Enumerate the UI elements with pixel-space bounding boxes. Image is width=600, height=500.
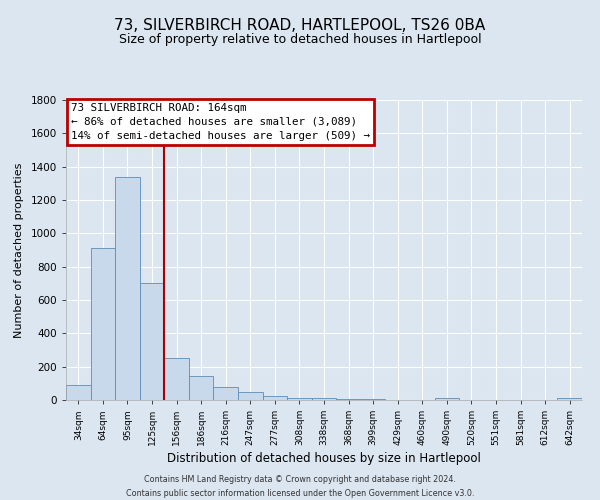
- Text: Contains HM Land Registry data © Crown copyright and database right 2024.
Contai: Contains HM Land Registry data © Crown c…: [126, 476, 474, 498]
- X-axis label: Distribution of detached houses by size in Hartlepool: Distribution of detached houses by size …: [167, 452, 481, 466]
- Bar: [557, 398, 582, 400]
- Bar: [434, 398, 459, 400]
- Bar: [140, 284, 164, 400]
- Bar: [164, 358, 189, 400]
- Bar: [115, 176, 140, 400]
- Bar: [189, 376, 214, 400]
- Y-axis label: Number of detached properties: Number of detached properties: [14, 162, 24, 338]
- Text: Size of property relative to detached houses in Hartlepool: Size of property relative to detached ho…: [119, 32, 481, 46]
- Bar: [336, 398, 361, 400]
- Bar: [312, 398, 336, 400]
- Bar: [214, 386, 238, 400]
- Bar: [263, 396, 287, 400]
- Bar: [91, 248, 115, 400]
- Bar: [238, 392, 263, 400]
- Text: 73, SILVERBIRCH ROAD, HARTLEPOOL, TS26 0BA: 73, SILVERBIRCH ROAD, HARTLEPOOL, TS26 0…: [115, 18, 485, 32]
- Bar: [361, 399, 385, 400]
- Bar: [66, 385, 91, 400]
- Bar: [287, 398, 312, 400]
- Text: 73 SILVERBIRCH ROAD: 164sqm
← 86% of detached houses are smaller (3,089)
14% of : 73 SILVERBIRCH ROAD: 164sqm ← 86% of det…: [71, 103, 370, 141]
